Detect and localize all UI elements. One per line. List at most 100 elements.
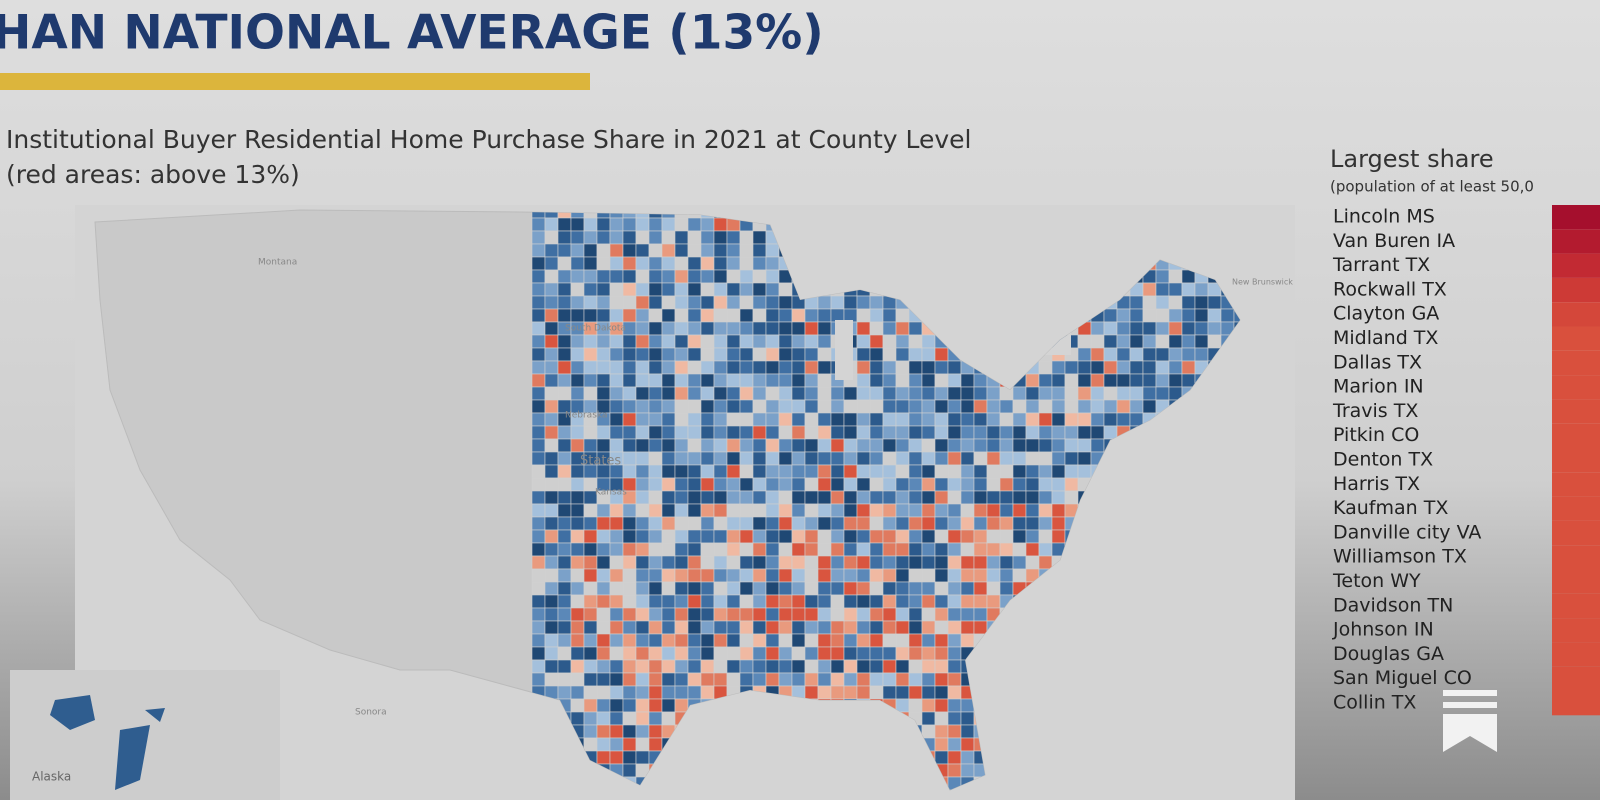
county <box>544 672 559 687</box>
county <box>752 373 767 388</box>
county <box>843 607 858 622</box>
county <box>531 477 546 492</box>
county <box>531 568 546 583</box>
county <box>934 425 949 440</box>
county <box>765 438 780 453</box>
county <box>804 646 819 661</box>
county <box>973 477 988 492</box>
county <box>739 659 754 674</box>
county <box>557 568 572 583</box>
county <box>687 282 702 297</box>
county <box>752 334 767 349</box>
county <box>778 451 793 466</box>
county <box>804 321 819 336</box>
county <box>999 555 1014 570</box>
county <box>726 646 741 661</box>
county <box>674 529 689 544</box>
county <box>583 347 598 362</box>
place-label: South Dakota <box>565 324 626 334</box>
county <box>596 620 611 635</box>
county <box>1077 412 1092 427</box>
county <box>856 425 871 440</box>
county <box>622 399 637 414</box>
county <box>869 399 884 414</box>
county <box>661 373 676 388</box>
county <box>1064 464 1079 479</box>
county <box>700 373 715 388</box>
county <box>856 334 871 349</box>
county <box>635 646 650 661</box>
share-swatch <box>1552 496 1600 521</box>
county <box>908 646 923 661</box>
county <box>687 529 702 544</box>
county <box>661 464 676 479</box>
county <box>960 568 975 583</box>
county <box>1194 308 1209 323</box>
county <box>544 503 559 518</box>
county <box>869 620 884 635</box>
county <box>778 334 793 349</box>
county <box>765 282 780 297</box>
county <box>726 308 741 323</box>
county <box>804 399 819 414</box>
county <box>661 555 676 570</box>
county <box>908 581 923 596</box>
county <box>622 711 637 726</box>
county <box>856 347 871 362</box>
county <box>700 282 715 297</box>
county <box>947 568 962 583</box>
county <box>544 477 559 492</box>
county <box>869 360 884 375</box>
county <box>1181 334 1196 349</box>
county <box>843 529 858 544</box>
county <box>609 230 624 245</box>
share-swatch <box>1552 423 1600 448</box>
county <box>960 399 975 414</box>
county <box>934 620 949 635</box>
county <box>635 620 650 635</box>
county <box>895 555 910 570</box>
county <box>1142 308 1157 323</box>
county <box>882 685 897 700</box>
county <box>830 451 845 466</box>
county <box>869 334 884 349</box>
county <box>609 672 624 687</box>
county <box>999 581 1014 596</box>
county <box>570 503 585 518</box>
county <box>622 672 637 687</box>
county <box>1077 373 1092 388</box>
county <box>596 438 611 453</box>
county <box>843 503 858 518</box>
county <box>609 581 624 596</box>
county <box>960 412 975 427</box>
lake <box>835 320 853 380</box>
county <box>765 256 780 271</box>
county <box>817 490 832 505</box>
county <box>609 334 624 349</box>
county <box>921 672 936 687</box>
county <box>609 698 624 713</box>
county <box>687 308 702 323</box>
map-title: Institutional Buyer Residential Home Pur… <box>6 125 971 154</box>
county <box>674 451 689 466</box>
county <box>908 659 923 674</box>
county <box>778 399 793 414</box>
county <box>947 685 962 700</box>
county <box>609 542 624 557</box>
county <box>661 334 676 349</box>
county <box>661 594 676 609</box>
county <box>570 646 585 661</box>
county <box>700 685 715 700</box>
county <box>973 425 988 440</box>
county <box>739 256 754 271</box>
county <box>765 412 780 427</box>
county <box>1220 308 1235 323</box>
county <box>921 555 936 570</box>
county <box>921 386 936 401</box>
county <box>830 685 845 700</box>
county <box>609 438 624 453</box>
county <box>661 529 676 544</box>
county <box>596 737 611 752</box>
county <box>609 412 624 427</box>
county <box>739 581 754 596</box>
